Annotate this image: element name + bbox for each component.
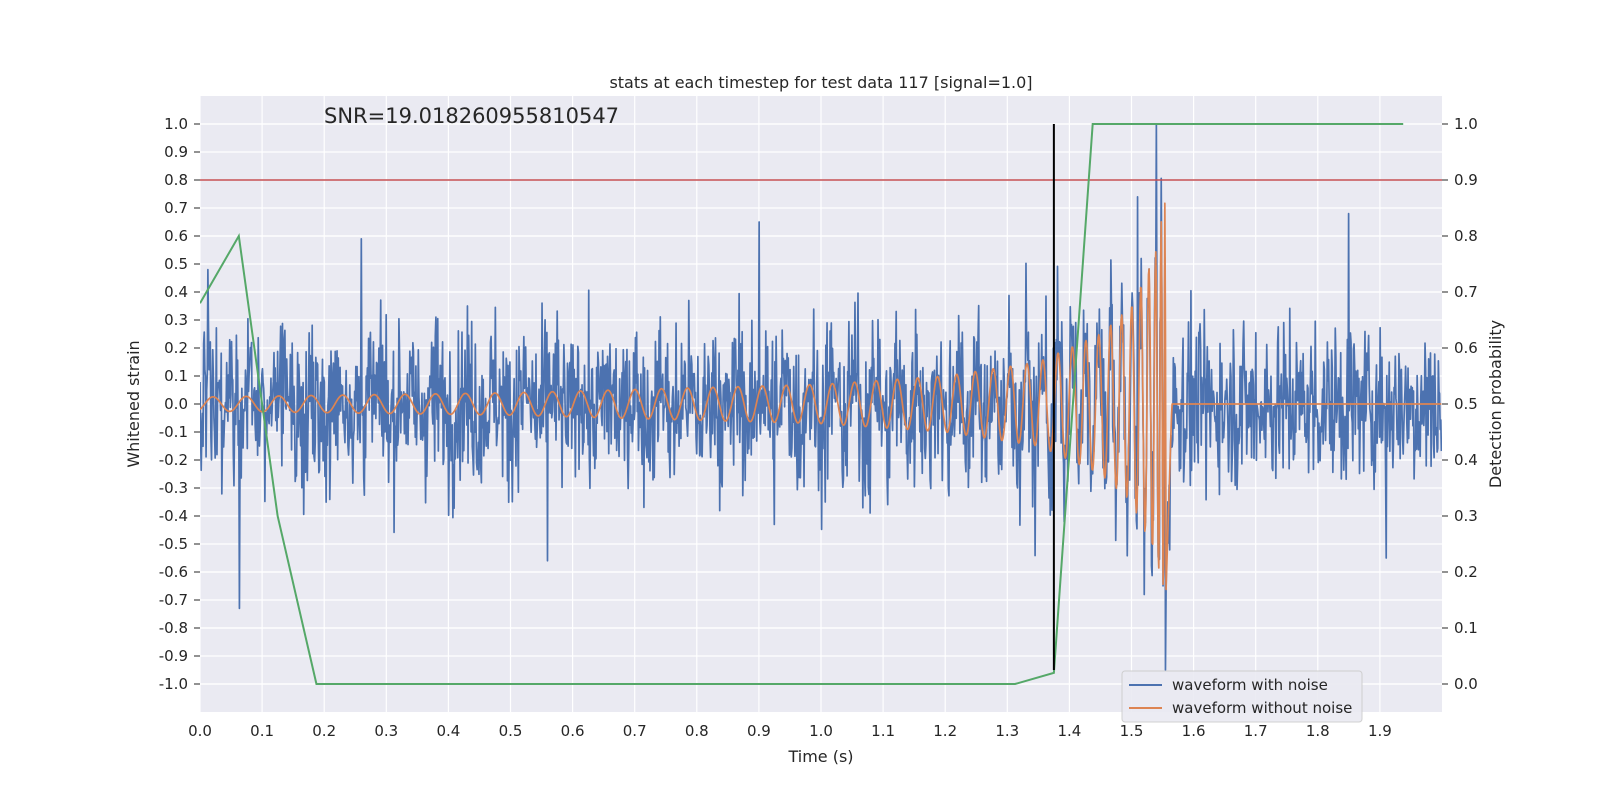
y-tick-label-left: 0.1 — [164, 367, 188, 385]
y-tick-label-left: -0.6 — [159, 563, 188, 581]
x-tick-label: 1.6 — [1182, 722, 1206, 740]
y-tick-label-left: -0.4 — [159, 507, 188, 525]
y-tick-label-left: 0.3 — [164, 311, 188, 329]
y-tick-label-left: 0.7 — [164, 199, 188, 217]
x-tick-label: 0.2 — [312, 722, 336, 740]
y-tick-label-right: 0.4 — [1454, 451, 1478, 469]
x-tick-label: 0.4 — [436, 722, 460, 740]
y-axis-label-left: Whitened strain — [124, 340, 143, 467]
y-tick-label-left: -0.5 — [159, 535, 188, 553]
y-tick-label-left: 0.6 — [164, 227, 188, 245]
x-axis-label: Time (s) — [787, 747, 853, 766]
y-tick-label-left: -1.0 — [159, 675, 188, 693]
x-tick-label: 1.5 — [1120, 722, 1144, 740]
y-tick-label-left: 0.5 — [164, 255, 188, 273]
series-line-waveform-with-noise — [200, 123, 1442, 671]
legend-label-clean: waveform without noise — [1172, 699, 1352, 717]
x-tick-label: 1.4 — [1057, 722, 1081, 740]
x-tick-label: 0.3 — [374, 722, 398, 740]
y-tick-label-left: -0.8 — [159, 619, 188, 637]
x-tick-label: 1.7 — [1244, 722, 1268, 740]
y-tick-label-right: 0.5 — [1454, 395, 1478, 413]
y-tick-label-left: -0.7 — [159, 591, 188, 609]
y-tick-label-left: 0.0 — [164, 395, 188, 413]
x-tick-label: 0.6 — [561, 722, 585, 740]
y-tick-label-left: -0.2 — [159, 451, 188, 469]
y-axis-label-right: Detection probability — [1486, 320, 1505, 488]
x-tick-label: 0.8 — [685, 722, 709, 740]
y-tick-label-left: 1.0 — [164, 115, 188, 133]
y-tick-label-right: 0.3 — [1454, 507, 1478, 525]
x-tick-label: 0.5 — [499, 722, 523, 740]
x-tick-label: 1.9 — [1368, 722, 1392, 740]
y-tick-label-right: 0.8 — [1454, 227, 1478, 245]
legend-label-noise: waveform with noise — [1172, 676, 1328, 694]
y-tick-label-left: 0.8 — [164, 171, 188, 189]
y-tick-label-left: -0.9 — [159, 647, 188, 665]
legend: waveform with noise waveform without noi… — [1121, 670, 1363, 723]
series-line-detection-probability — [200, 123, 1404, 685]
x-tick-label: 0.0 — [188, 722, 212, 740]
series-line-waveform-without-noise — [200, 202, 1442, 591]
x-tick-label: 0.1 — [250, 722, 274, 740]
y-tick-label-left: 0.4 — [164, 283, 188, 301]
y-tick-label-left: -0.3 — [159, 479, 188, 497]
y-tick-label-right: 0.6 — [1454, 339, 1478, 357]
y-tick-label-right: 0.0 — [1454, 675, 1478, 693]
x-tick-label: 1.1 — [871, 722, 895, 740]
x-tick-label: 1.8 — [1306, 722, 1330, 740]
x-tick-label: 1.0 — [809, 722, 833, 740]
chart-title: stats at each timestep for test data 117… — [609, 73, 1032, 92]
y-tick-label-right: 0.1 — [1454, 619, 1478, 637]
x-tick-label: 1.3 — [995, 722, 1019, 740]
y-tick-label-right: 1.0 — [1454, 115, 1478, 133]
y-tick-label-left: 0.9 — [164, 143, 188, 161]
y-tick-label-left: -0.1 — [159, 423, 188, 441]
y-tick-label-left: 0.2 — [164, 339, 188, 357]
y-tick-label-right: 0.7 — [1454, 283, 1478, 301]
x-tick-label: 0.9 — [747, 722, 771, 740]
y-tick-label-right: 0.2 — [1454, 563, 1478, 581]
snr-annotation: SNR=19.018260955810547 — [324, 104, 619, 128]
x-tick-label: 1.2 — [933, 722, 957, 740]
x-tick-label: 0.7 — [623, 722, 647, 740]
legend-box — [1121, 670, 1363, 723]
y-tick-label-right: 0.9 — [1454, 171, 1478, 189]
